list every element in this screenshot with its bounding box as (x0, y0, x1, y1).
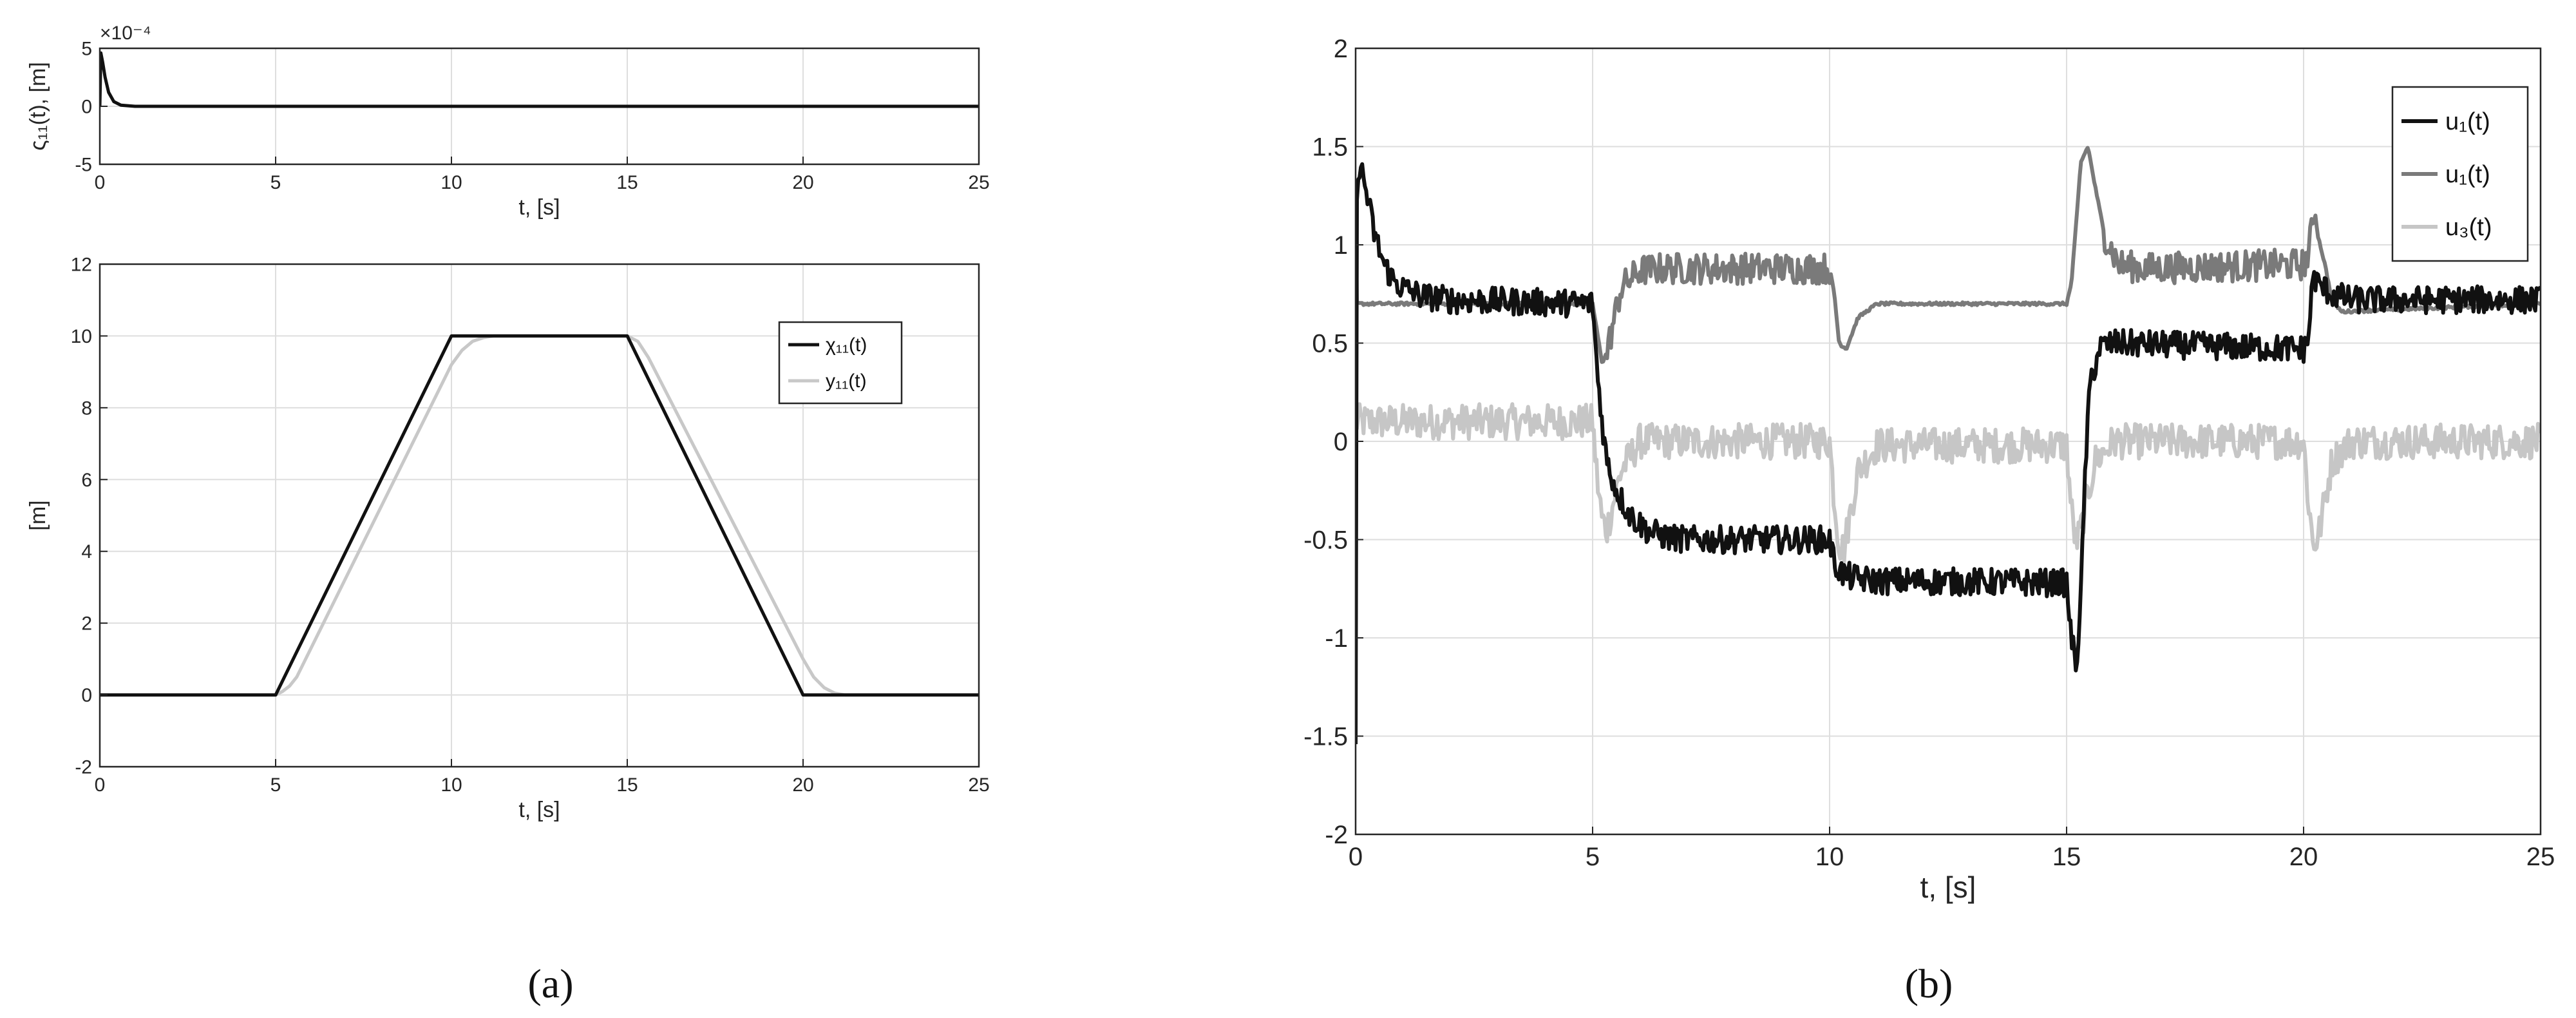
x-tick-label: 10 (440, 172, 462, 193)
series-line (1356, 162, 2541, 745)
x-axis-label: t, [s] (518, 195, 560, 220)
x-tick-label: 5 (270, 172, 281, 193)
series-line (1356, 402, 2541, 564)
y-tick-label: 1.5 (1312, 133, 1348, 162)
y-tick-label: 2 (81, 613, 92, 635)
y-exponent-label: ×10⁻⁴ (100, 23, 151, 44)
x-tick-label: 20 (792, 172, 813, 193)
panel-b-plot: 0 5 10 15 20 25 -2 -1.5 -1 -0.5 0 0.5 1 1.5 2 t, [s] u₁(… (1303, 35, 2555, 904)
y-tick-label: -1 (1325, 624, 1348, 653)
x-tick-label: 0 (95, 172, 106, 193)
legend-label: u₁(t) (2445, 161, 2490, 188)
legend-label: u₃(t) (2445, 214, 2492, 241)
x-tick-label: 10 (440, 774, 462, 796)
x-tick-label: 20 (2289, 843, 2318, 871)
y-tick-label: 0.5 (1312, 330, 1348, 358)
x-tick-label: 0 (95, 774, 106, 796)
caption-b: (b) (1905, 961, 1953, 1006)
series-line (100, 334, 979, 697)
legend-label: u₁(t) (2445, 108, 2490, 135)
x-tick-label: 15 (616, 774, 638, 796)
y-tick-label: 6 (81, 470, 92, 491)
y-tick-label: 0 (1334, 428, 1348, 456)
y-tick-label: -2 (1325, 821, 1348, 849)
x-tick-label: 15 (2052, 843, 2081, 871)
legend-label: χ₁₁(t) (826, 334, 867, 356)
y-axis-label: ς₁₁(t), [m] (26, 62, 50, 151)
y-tick-label: 10 (71, 326, 92, 347)
x-tick-label: 10 (1815, 843, 1844, 871)
y-tick-label: 4 (81, 541, 92, 562)
x-tick-label: 25 (968, 172, 989, 193)
x-tick-label: 5 (1586, 843, 1600, 871)
x-tick-label: 15 (616, 172, 638, 193)
y-tick-label: 1 (1334, 231, 1348, 260)
caption-a: (a) (527, 961, 573, 1006)
axes-frame (99, 263, 980, 768)
y-axis-label: [m] (26, 500, 50, 530)
y-tick-label: -2 (75, 757, 92, 778)
y-tick-label: 8 (81, 398, 92, 419)
series-line (100, 51, 979, 108)
x-tick-label: 25 (2526, 843, 2555, 871)
legend-label: y₁₁(t) (826, 370, 867, 392)
y-tick-label: 12 (71, 254, 92, 276)
x-tick-label: 5 (270, 774, 281, 796)
y-tick-label: 5 (81, 39, 92, 60)
y-tick-label: -1.5 (1303, 723, 1348, 751)
x-tick-label: 20 (792, 774, 813, 796)
x-tick-label: 25 (968, 774, 989, 796)
y-tick-label: 0 (81, 685, 92, 706)
x-axis-label: t, [s] (518, 798, 560, 822)
x-tick-label: 0 (1349, 843, 1363, 871)
legend-box (778, 321, 903, 405)
y-tick-label: -0.5 (1303, 526, 1348, 555)
y-tick-label: -5 (75, 155, 92, 176)
x-axis-label: t, [s] (1920, 870, 1976, 904)
y-tick-label: 0 (81, 97, 92, 118)
y-tick-label: 2 (1334, 35, 1348, 63)
